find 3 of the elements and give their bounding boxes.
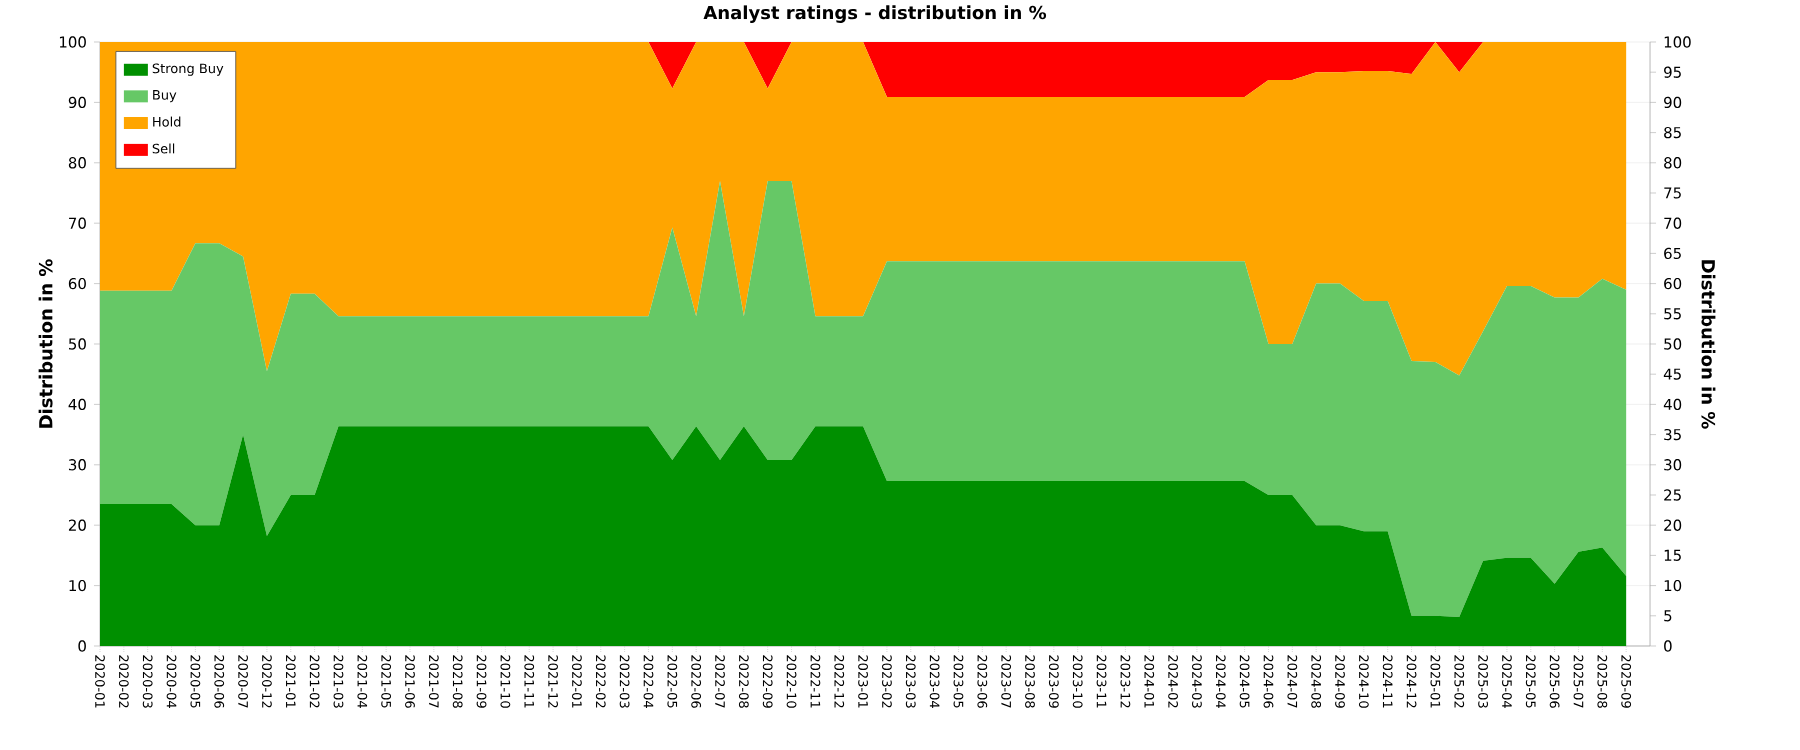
y-axis-title: Distribution in % — [38, 259, 53, 428]
chart-title: Analyst ratings - distribution in % — [703, 5, 1047, 23]
y2-axis-title: Distribution in % — [1701, 260, 1716, 429]
